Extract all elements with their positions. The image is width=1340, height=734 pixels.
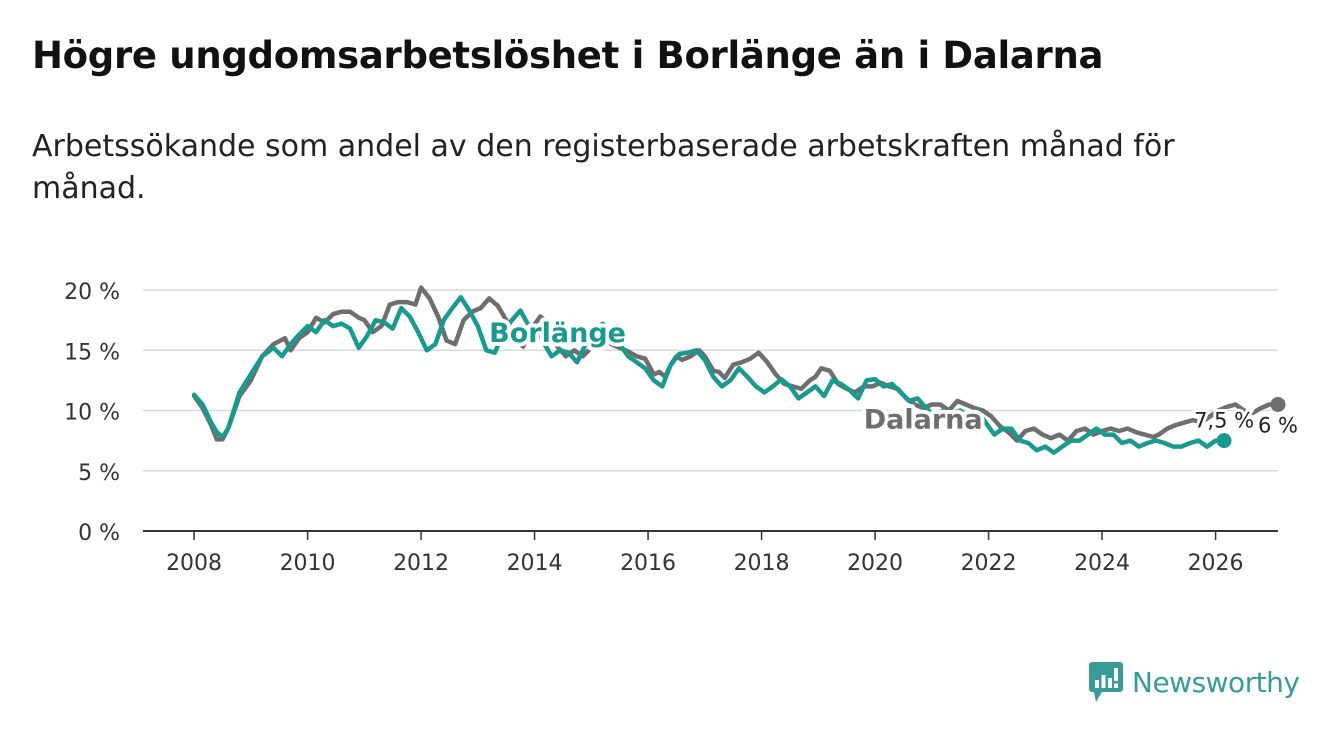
y-tick-label: 5 %	[78, 461, 120, 486]
newsworthy-logo-icon	[1089, 662, 1123, 702]
end-point-borlänge	[1216, 433, 1232, 449]
brand-logo: Newsworthy	[1088, 660, 1300, 704]
x-tick-label: 2014	[507, 551, 563, 576]
x-tick-label: 2020	[847, 551, 903, 576]
x-tick-label: 2022	[961, 551, 1017, 576]
series-label-dalarna: Dalarna	[864, 405, 983, 436]
y-tick-label: 10 %	[64, 401, 120, 426]
end-point-dalarna	[1270, 396, 1286, 412]
y-tick-label: 20 %	[64, 280, 120, 305]
x-tick-label: 2016	[620, 551, 676, 576]
end-label-dalarna: 6 %	[1258, 413, 1298, 437]
series-line-borlänge	[191, 294, 1227, 455]
x-tick-label: 2010	[280, 551, 336, 576]
chart-title: Högre ungdomsarbetslöshet i Borlänge än …	[32, 34, 1104, 77]
end-label-borlänge: 7,5 %	[1194, 409, 1254, 433]
x-tick-label: 2012	[393, 551, 449, 576]
series-label-borlänge: Borlänge	[489, 318, 626, 349]
x-tick-label: 2018	[734, 551, 790, 576]
y-tick-label: 0 %	[78, 521, 120, 546]
x-tick-label: 2026	[1188, 551, 1244, 576]
x-tick-label: 2008	[166, 551, 222, 576]
chart-subtitle: Arbetssökande som andel av den registerb…	[32, 129, 1175, 206]
x-tick-label: 2024	[1074, 551, 1130, 576]
brand-name: Newsworthy	[1132, 665, 1300, 699]
series-line-dalarna	[191, 285, 1281, 443]
y-tick-label: 15 %	[64, 340, 120, 365]
